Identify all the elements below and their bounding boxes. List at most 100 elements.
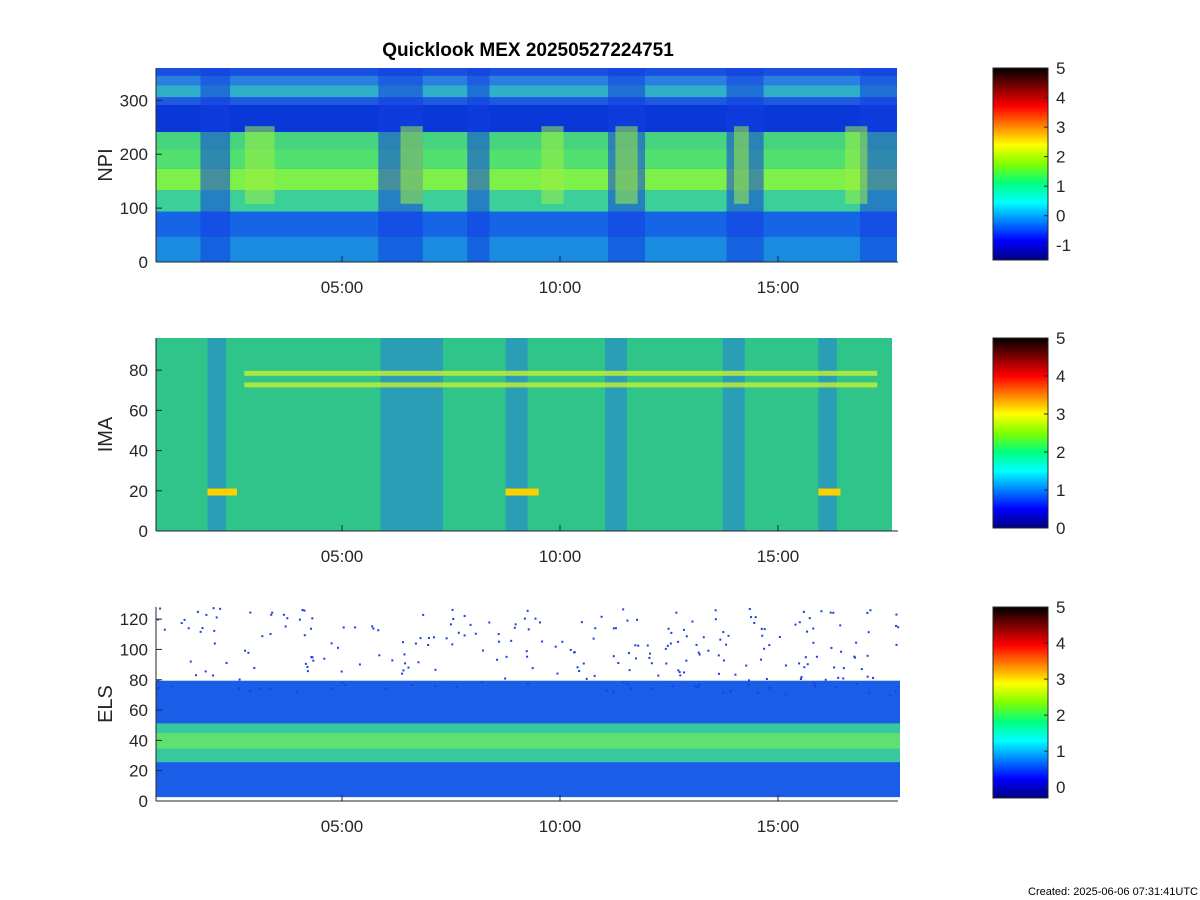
heatmap-speckle [497,633,500,636]
heatmap-speckle [358,663,361,666]
heatmap-speckle [670,631,673,634]
heatmap-feature [505,488,539,496]
heatmap-speckle [612,655,615,658]
heatmap-speckle [481,649,484,652]
heatmap-speckle [806,663,809,666]
heatmap-speckle [745,664,748,667]
heatmap-speckle [669,642,672,645]
heatmap-speckle [685,659,688,662]
heatmap-speckle [806,630,809,633]
y-tick-label: 60 [129,401,148,420]
x-tick-label: 15:00 [757,817,800,836]
heatmap-speckle [778,636,781,639]
heatmap-speckle [666,644,669,647]
heatmap-speckle [419,637,422,640]
colorbar: 0 1 2 3 4 5 [992,598,1065,799]
heatmap-speckle [523,617,526,620]
heatmap-speckle [194,674,197,677]
y-tick-label: 0 [139,253,148,272]
heatmap-speckle [402,669,405,672]
y-tick-label: 300 [120,91,148,110]
heatmap-speckle [753,621,756,624]
heatmap-speckle [556,672,559,675]
heatmap-speckle [525,650,528,653]
colorbar-tick-label: 2 [1056,443,1065,462]
heatmap-speckle [768,686,771,689]
colorbar-tick-label: 4 [1056,367,1065,386]
heatmap-speckle [271,611,274,614]
heatmap-speckle [270,613,273,616]
heatmap-speckle [648,656,651,659]
heatmap-column [604,338,628,531]
heatmap-speckle [840,650,843,653]
heatmap-speckle [869,609,872,612]
heatmap-speckle [634,644,637,647]
heatmap-speckle [449,623,452,626]
heatmap-speckle [481,681,484,684]
heatmap-speckle [513,626,516,629]
heatmap-speckle [323,657,326,660]
heatmap-speckle [163,628,166,631]
x-tick-label: 05:00 [321,278,364,297]
heatmap-speckle [189,660,192,663]
heatmap-speckle [249,611,252,614]
heatmap-speckle [371,625,374,628]
heatmap-speckle [612,691,615,694]
heatmap-speckle [667,627,670,630]
heatmap-speckle [694,685,697,688]
heatmap-speckle [401,672,404,675]
heatmap-speckle [760,627,763,630]
heatmap-speckle [629,687,632,690]
colorbar-tick-label: 5 [1056,598,1065,617]
heatmap-column [541,126,564,204]
heatmap-column [615,126,638,204]
heatmap-speckle [830,646,833,649]
heatmap-speckle [664,647,667,650]
heatmap-speckle [526,682,529,685]
heatmap-speckle [727,634,730,637]
heatmap-speckle [761,634,764,637]
heatmap-speckle [628,669,631,672]
heatmap-speckle [427,637,430,640]
heatmap-speckle [866,675,869,678]
heatmap-band [156,85,897,98]
heatmap-speckle [855,641,858,644]
heatmap-speckle [748,608,751,611]
heatmap-speckle [156,687,159,690]
heatmap-column [244,126,275,204]
heatmap-speckle [729,690,732,693]
colorbar-gradient [992,606,1049,799]
heatmap-speckle [344,683,347,686]
y-tick-label: 40 [129,442,148,461]
heatmap-speckle [434,685,437,688]
y-tick-label: 20 [129,762,148,781]
heatmap-speckle [311,656,314,659]
heatmap-speckle [763,647,766,650]
heatmap-speckle [578,670,581,673]
heatmap-speckle [261,635,264,638]
axes: 0 20 40 60 80 100 120 05:00 10:00 15:00 ELS [95,607,898,836]
heatmap-speckle [808,617,811,620]
heatmap-speckle [765,677,768,680]
heatmap-band [156,236,897,262]
heatmap-column [200,68,231,262]
heatmap-speckle [702,636,705,639]
heatmap-speckle [286,617,289,620]
heatmap-speckle [768,644,771,647]
heatmap-speckle [834,686,837,689]
colorbar-gradient [992,337,1049,529]
heatmap-speckle [722,659,725,662]
heatmap-speckle [622,681,625,684]
heatmap-speckle [311,617,314,620]
heatmap-speckle [626,619,629,622]
heatmap-speckle [342,626,345,629]
heatmap-speckle [187,627,190,630]
heatmap-speckle [682,628,685,631]
heatmap-speckle [804,656,807,659]
heatmap-speckle [434,668,437,671]
heatmap-speckle [354,626,357,629]
heatmap-speckle [802,610,805,613]
heatmap-speckle [707,649,710,652]
heatmap-speckle [269,632,272,635]
